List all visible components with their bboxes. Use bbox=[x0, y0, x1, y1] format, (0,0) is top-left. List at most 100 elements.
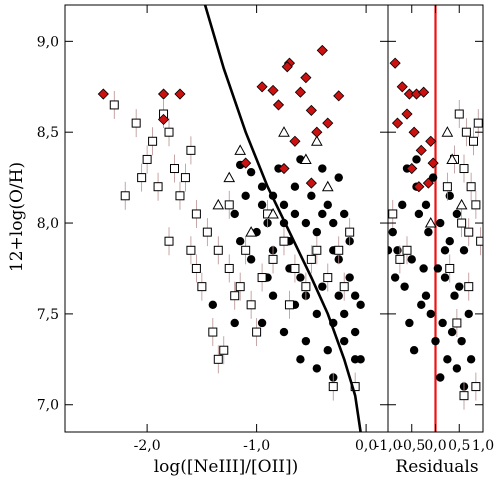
data-point-square bbox=[180, 173, 190, 183]
data-point-diamond bbox=[305, 177, 317, 189]
data-point-circle bbox=[438, 318, 447, 328]
main-plot: -2,0 -1,0 0,0 7,0 7,5 8,0 8,5 9,0 bbox=[37, 4, 389, 454]
data-point-square bbox=[202, 227, 212, 237]
data-point-square bbox=[153, 182, 163, 192]
data-point-square bbox=[224, 200, 234, 210]
data-point-circle bbox=[436, 218, 445, 228]
data-point-diamond bbox=[408, 126, 420, 138]
data-point-square bbox=[459, 164, 469, 174]
data-point-circle bbox=[407, 255, 416, 264]
data-point-circle bbox=[419, 264, 428, 273]
data-point-diamond bbox=[425, 135, 437, 147]
data-point-square bbox=[186, 245, 196, 255]
data-point-triangle bbox=[446, 153, 458, 164]
x-axis-label: log([NeIII]/[OII]) bbox=[154, 457, 299, 477]
x-tick-label: 1,0 bbox=[472, 438, 494, 454]
data-point-diamond bbox=[305, 104, 317, 116]
data-point-circle bbox=[257, 182, 267, 191]
data-point-circle bbox=[424, 227, 433, 237]
data-point-circle bbox=[312, 227, 322, 237]
data-point-square bbox=[213, 245, 223, 255]
data-point-square bbox=[230, 291, 240, 301]
y-tick-label: 8,0 bbox=[37, 216, 59, 232]
data-point-diamond bbox=[278, 162, 290, 175]
data-point-circle bbox=[450, 291, 459, 300]
data-point-square bbox=[334, 245, 344, 255]
data-point-circle bbox=[452, 364, 462, 373]
data-point-circle bbox=[443, 355, 452, 364]
data-point-circle bbox=[421, 200, 431, 210]
data-point-circle bbox=[414, 209, 424, 219]
data-point-triangle bbox=[321, 180, 334, 192]
data-point-square bbox=[461, 127, 471, 137]
data-point-square bbox=[208, 327, 218, 337]
data-point-square bbox=[268, 254, 278, 264]
data-point-circle bbox=[431, 336, 440, 346]
data-point-diamond bbox=[427, 157, 439, 169]
data-point-triangle bbox=[245, 226, 257, 237]
data-point-circle bbox=[356, 300, 365, 310]
y-tick-label: 7,0 bbox=[37, 398, 59, 414]
data-point-circle bbox=[398, 200, 407, 210]
data-point-triangle bbox=[310, 135, 323, 146]
data-point-square bbox=[142, 154, 152, 164]
data-point-square bbox=[186, 145, 196, 155]
data-point-circle bbox=[257, 200, 267, 210]
data-point-triangle bbox=[278, 126, 290, 137]
data-point-diamond bbox=[418, 86, 430, 98]
data-point-square bbox=[402, 245, 412, 255]
x-tick-label: -1,0 bbox=[243, 438, 270, 454]
data-point-circle bbox=[334, 173, 343, 182]
data-point-square bbox=[257, 273, 267, 283]
data-point-square bbox=[164, 127, 174, 137]
data-point-circle bbox=[312, 309, 322, 319]
data-point-circle bbox=[455, 282, 464, 291]
data-point-circle bbox=[417, 300, 426, 310]
x-tick-label: -0,5 bbox=[398, 438, 425, 454]
data-point-square bbox=[246, 300, 256, 310]
data-point-square bbox=[252, 327, 262, 337]
data-point-triangle bbox=[424, 217, 437, 228]
data-point-diamond bbox=[322, 117, 334, 129]
data-point-circle bbox=[318, 209, 327, 219]
data-point-circle bbox=[388, 227, 397, 237]
data-point-square bbox=[164, 236, 174, 246]
data-point-diamond bbox=[311, 126, 323, 138]
y-tick-label: 8,5 bbox=[37, 125, 59, 141]
residual-plot: -1,0-0,5 0,0 0,5 1,0 bbox=[375, 4, 494, 454]
plot-frame bbox=[64, 4, 389, 433]
data-point-square bbox=[464, 227, 474, 237]
data-point-circle bbox=[426, 309, 435, 319]
data-point-circle bbox=[393, 246, 402, 255]
data-point-diamond bbox=[240, 157, 252, 169]
data-point-square bbox=[454, 109, 464, 119]
data-point-circle bbox=[409, 346, 419, 355]
data-point-triangle bbox=[267, 207, 279, 219]
data-point-square bbox=[241, 245, 251, 255]
data-point-square bbox=[301, 282, 311, 292]
data-point-circle bbox=[296, 355, 305, 364]
data-point-square bbox=[169, 164, 179, 174]
data-point-triangle bbox=[234, 144, 247, 155]
data-point-circle bbox=[356, 355, 365, 364]
data-point-circle bbox=[246, 255, 256, 264]
data-point-circle bbox=[452, 209, 462, 219]
data-point-circle bbox=[235, 237, 245, 246]
y-tick-label: 7,5 bbox=[37, 307, 59, 323]
data-point-diamond bbox=[401, 108, 413, 120]
data-point-square bbox=[328, 382, 338, 392]
data-point-square bbox=[388, 209, 398, 219]
data-point-square bbox=[469, 136, 478, 146]
data-point-circle bbox=[466, 355, 476, 364]
residuals-axis-label: Residuals bbox=[395, 457, 478, 477]
x-tick-label: -2,0 bbox=[134, 438, 161, 454]
data-point-circle bbox=[318, 164, 327, 173]
data-point-square bbox=[306, 254, 316, 264]
data-point-square bbox=[466, 182, 476, 192]
data-point-square bbox=[213, 354, 223, 364]
data-point-square bbox=[148, 136, 158, 146]
data-point-circle bbox=[459, 246, 469, 255]
x-tick-label: 0,0 bbox=[355, 438, 377, 454]
data-point-circle bbox=[323, 346, 332, 355]
data-point-square bbox=[476, 236, 483, 246]
